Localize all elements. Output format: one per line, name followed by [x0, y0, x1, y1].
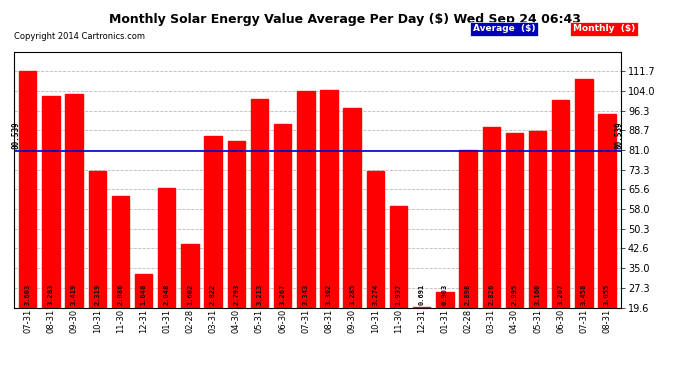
Text: 2.319: 2.319 [95, 284, 100, 305]
Text: 1.602: 1.602 [187, 284, 193, 305]
Text: 80.539: 80.539 [12, 121, 21, 148]
Bar [436, 292, 453, 358]
Bar [390, 206, 407, 358]
Text: 0.903: 0.903 [442, 284, 448, 305]
Bar [529, 131, 546, 358]
Bar [482, 127, 500, 358]
Text: 2.048: 2.048 [164, 284, 170, 305]
Text: 2.086: 2.086 [117, 284, 124, 305]
Bar [88, 171, 106, 358]
Text: 1.048: 1.048 [141, 284, 146, 305]
Bar [250, 99, 268, 358]
Text: 3.603: 3.603 [25, 284, 31, 305]
Bar [274, 124, 291, 358]
Text: 1.937: 1.937 [395, 284, 402, 305]
Bar [135, 274, 152, 358]
Text: 3.419: 3.419 [71, 284, 77, 305]
Bar [460, 150, 477, 358]
Bar [575, 80, 593, 358]
Bar [42, 96, 59, 358]
Text: 3.343: 3.343 [303, 284, 309, 305]
Bar [598, 114, 615, 358]
Bar [66, 93, 83, 358]
Text: 3.160: 3.160 [535, 284, 540, 305]
Text: Average  ($): Average ($) [473, 24, 535, 33]
Bar [320, 90, 337, 358]
Text: 3.362: 3.362 [326, 284, 332, 305]
Text: 3.283: 3.283 [48, 284, 54, 305]
Bar [297, 91, 315, 358]
Bar [158, 189, 175, 358]
Bar [204, 136, 221, 358]
Text: Copyright 2014 Cartronics.com: Copyright 2014 Cartronics.com [14, 32, 145, 41]
Text: 2.822: 2.822 [210, 284, 216, 305]
Text: 2.793: 2.793 [233, 284, 239, 305]
Bar [228, 141, 245, 358]
Text: 2.898: 2.898 [465, 284, 471, 305]
Text: Monthly  ($): Monthly ($) [573, 24, 635, 33]
Bar [366, 171, 384, 358]
Bar [344, 108, 361, 358]
Text: 0.691: 0.691 [419, 284, 424, 305]
Bar [413, 307, 431, 358]
Text: 3.055: 3.055 [604, 284, 610, 305]
Text: 3.213: 3.213 [257, 284, 262, 305]
Text: 3.285: 3.285 [349, 284, 355, 305]
Text: 3.458: 3.458 [581, 284, 587, 305]
Bar [112, 196, 129, 358]
Text: 2.826: 2.826 [489, 284, 494, 305]
Text: 3.267: 3.267 [279, 284, 286, 305]
Text: 2.995: 2.995 [511, 284, 518, 305]
Text: 3.274: 3.274 [373, 284, 378, 305]
Text: 3.207: 3.207 [558, 284, 564, 305]
Bar [181, 244, 199, 358]
Bar [552, 100, 569, 358]
Bar [506, 133, 523, 358]
Text: 80.539: 80.539 [614, 121, 623, 148]
Text: Monthly Solar Energy Value Average Per Day ($) Wed Sep 24 06:43: Monthly Solar Energy Value Average Per D… [109, 13, 581, 26]
Bar [19, 71, 37, 358]
